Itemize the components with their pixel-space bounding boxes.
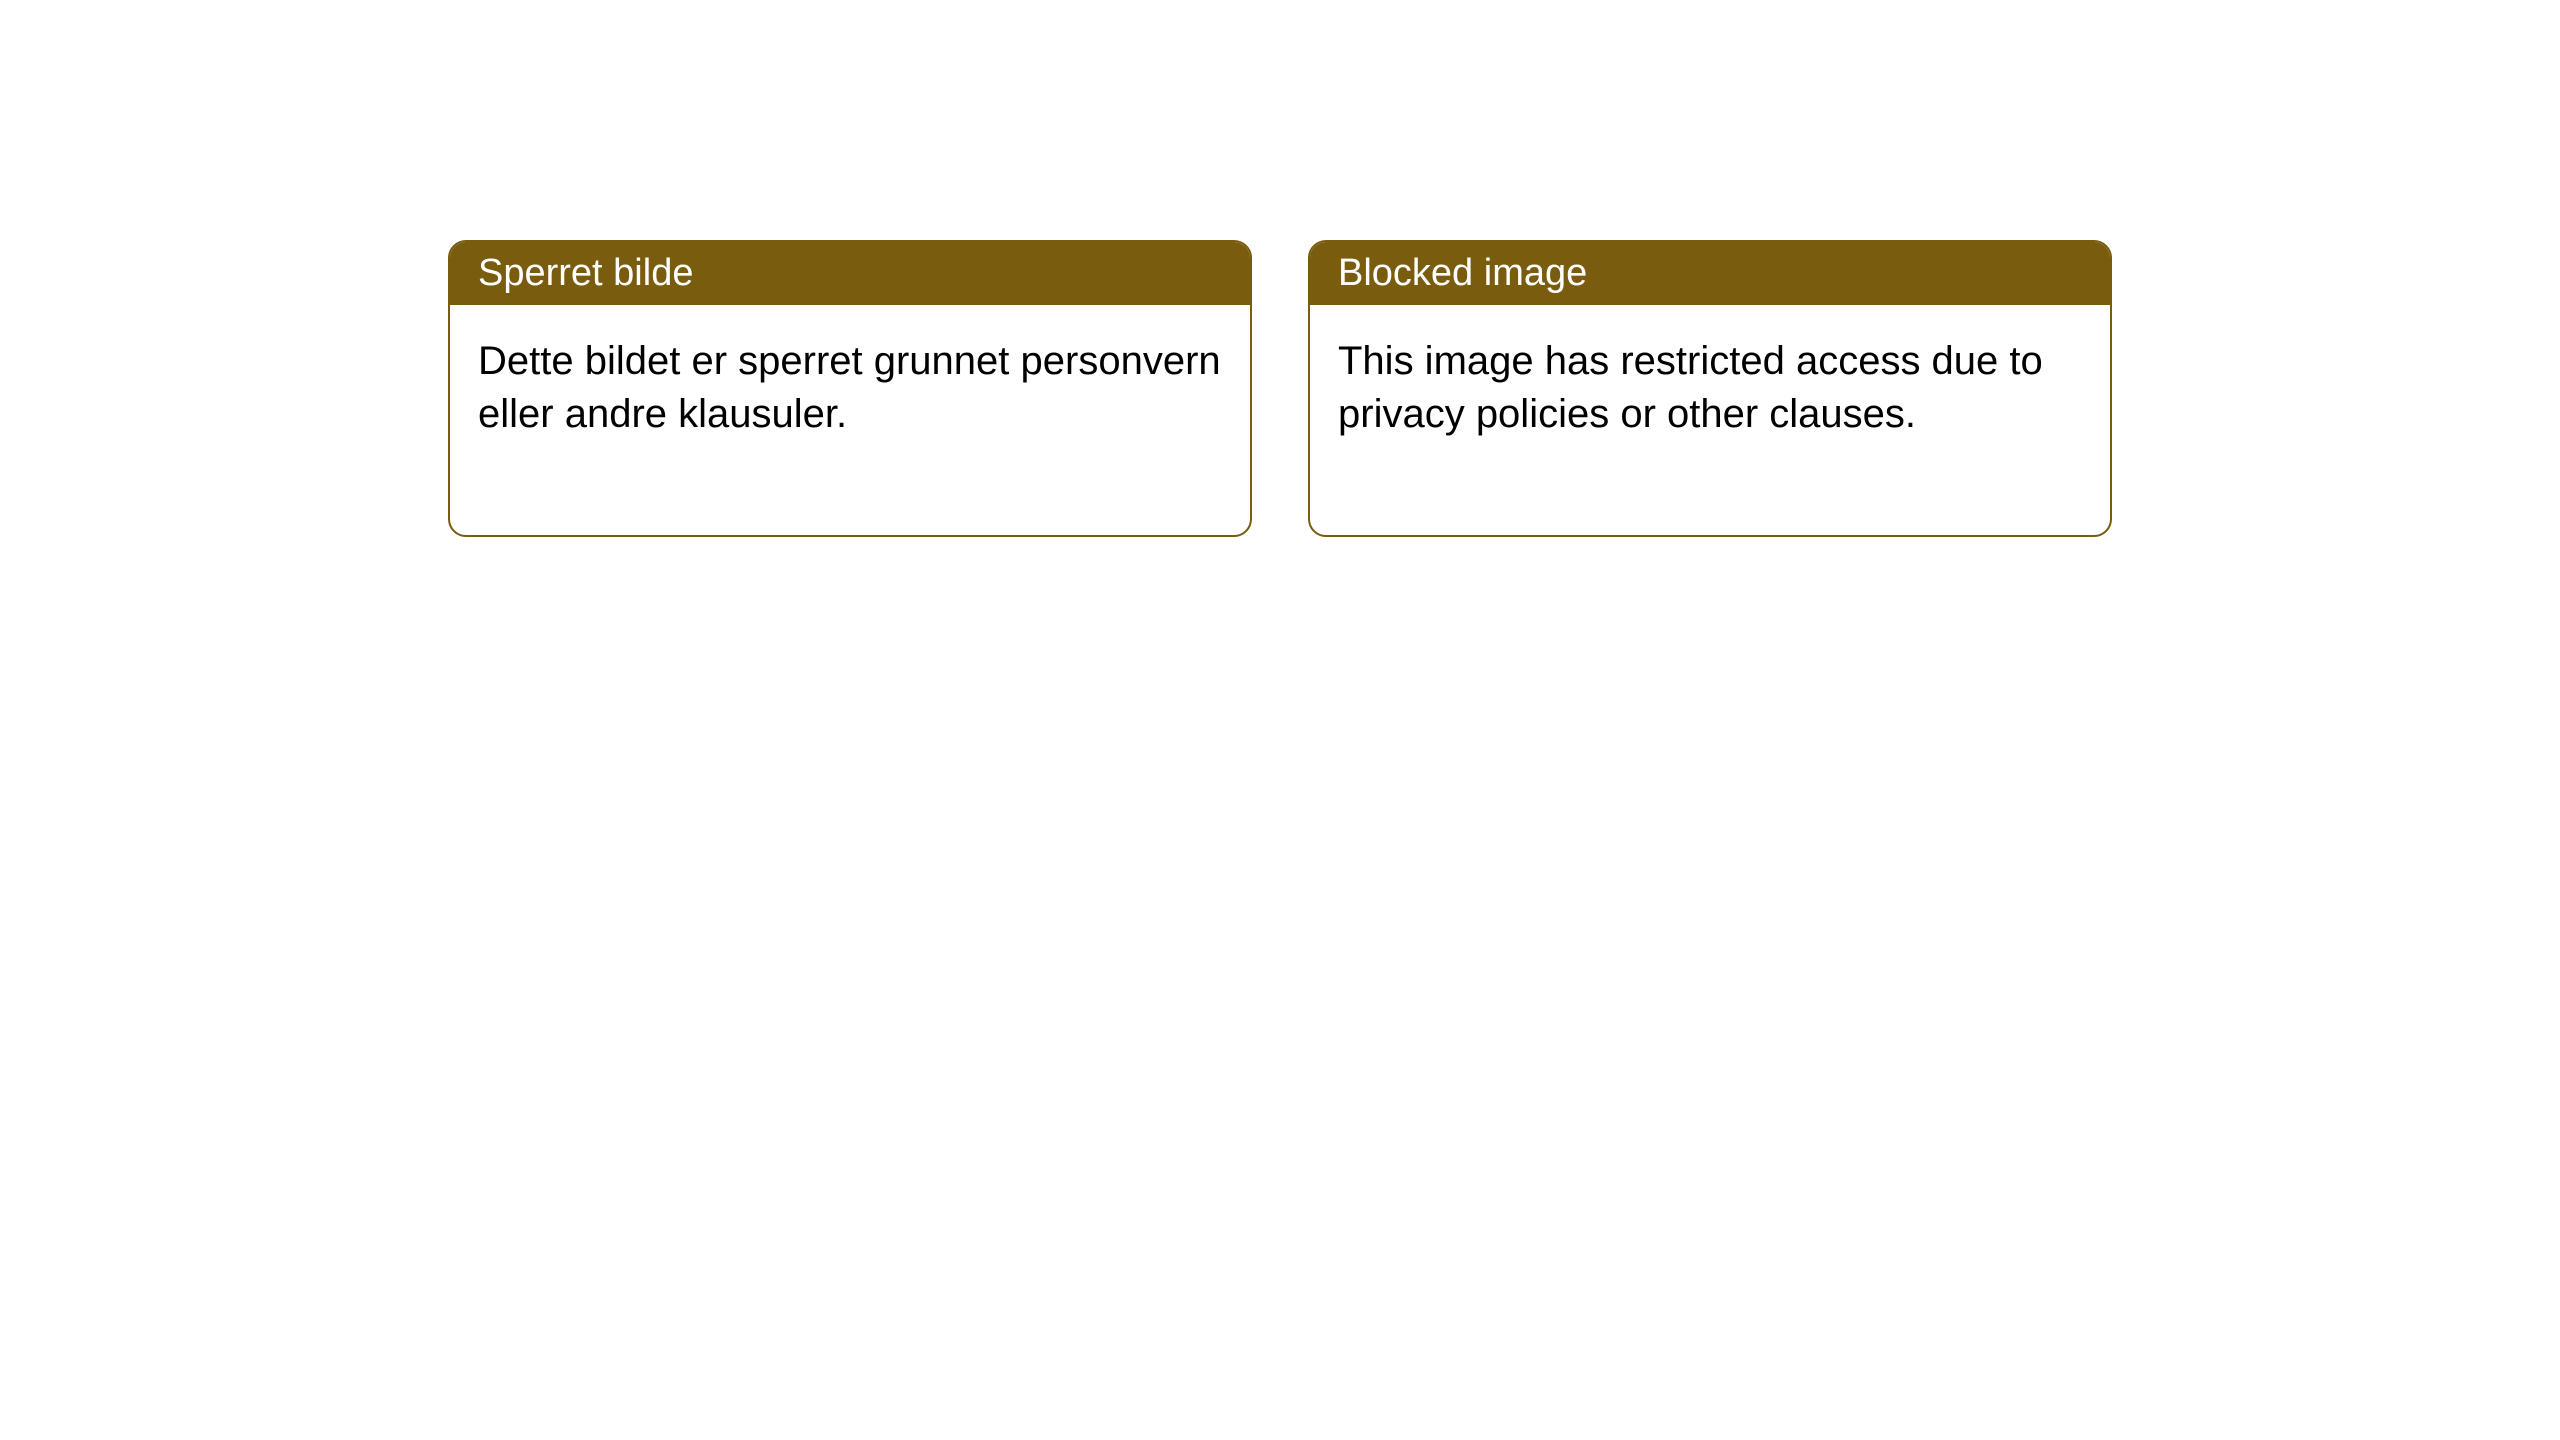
- notice-title-norwegian: Sperret bilde: [478, 252, 693, 294]
- notice-text-english: This image has restricted access due to …: [1338, 339, 2043, 436]
- notice-box-english: Blocked image This image has restricted …: [1308, 240, 2112, 537]
- notice-title-english: Blocked image: [1338, 252, 1587, 294]
- notice-box-norwegian: Sperret bilde Dette bildet er sperret gr…: [448, 240, 1252, 537]
- notice-text-norwegian: Dette bildet er sperret grunnet personve…: [478, 339, 1221, 436]
- notice-header-norwegian: Sperret bilde: [450, 242, 1250, 305]
- notice-body-norwegian: Dette bildet er sperret grunnet personve…: [450, 305, 1250, 535]
- notice-container: Sperret bilde Dette bildet er sperret gr…: [448, 240, 2112, 537]
- notice-header-english: Blocked image: [1310, 242, 2110, 305]
- notice-body-english: This image has restricted access due to …: [1310, 305, 2110, 535]
